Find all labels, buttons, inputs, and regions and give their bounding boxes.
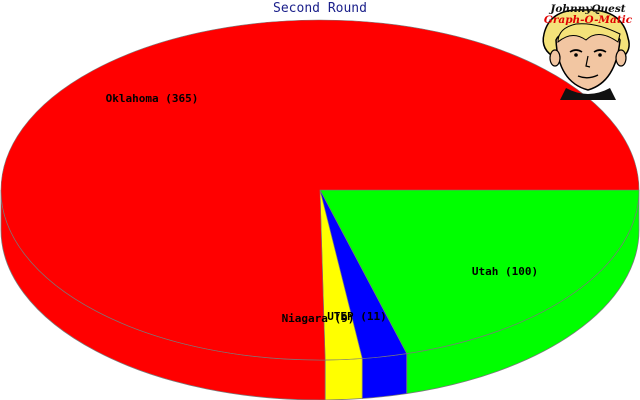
logo-text-line2: Graph-O-Matic [543,14,633,26]
data-label-niagara: Niagara (9) [282,312,355,325]
chart-title: Second Round [273,1,367,16]
data-label-utep: UTEP (11) [327,310,387,323]
data-label-oklahoma: Oklahoma (365) [106,92,199,105]
pie-slice-utah [319,189,640,354]
logo-text-line1: JohnnyQuest [550,3,626,15]
johnnyquest-logo: JohnnyQuest Graph-O-Matic [536,0,640,100]
boy-face-icon [542,9,630,100]
pie-side-niagara [324,358,363,400]
data-label-utah: Utah (100) [472,265,538,278]
pie-slice-oklahoma [0,19,640,361]
pie-side-utep [361,353,408,399]
